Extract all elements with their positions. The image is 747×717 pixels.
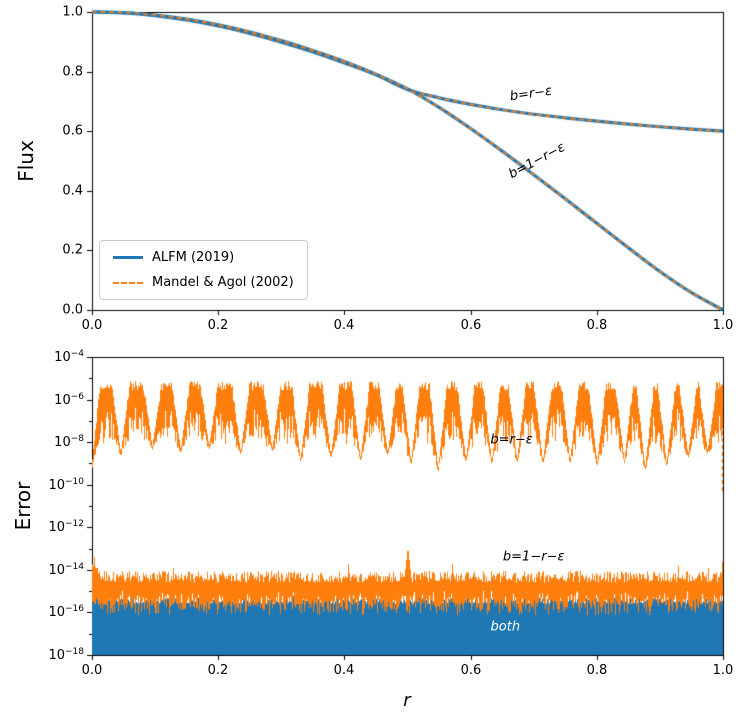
error-y-tick-label: 10−8 [54, 433, 84, 451]
annotation-error-b-1-r-eps: b=1−r−ε [502, 549, 565, 565]
error-y-tick-label: 10−16 [48, 603, 84, 621]
error-y-tick-label: 10−6 [54, 391, 84, 409]
x-axis-label: r [403, 690, 411, 711]
annotation-error-both: both [490, 619, 521, 635]
flux-y-tick-label: 0.0 [62, 302, 83, 318]
error-x-tick-label: 0.4 [333, 663, 355, 678]
error-y-tick-label: 10−14 [48, 561, 84, 579]
alfm-line-sample [113, 256, 143, 259]
annotation-error-b-r-eps: b=r−ε [490, 432, 533, 448]
flux-x-tick-label: 1.0 [712, 318, 734, 333]
legend: ALFM (2019) Mandel & Agol (2002) [99, 240, 308, 300]
flux-y-tick-label: 1.0 [62, 4, 83, 20]
error-x-tick-label: 0.8 [586, 663, 608, 678]
flux-axis-label: Flux [14, 140, 38, 182]
flux-y-tick-label: 0.2 [62, 242, 83, 258]
mandel-line-sample [113, 281, 143, 284]
error-x-tick-label: 0.0 [81, 663, 103, 678]
error-y-tick-label: 10−10 [48, 476, 84, 494]
error-axis-label: Error [11, 481, 35, 531]
error-y-tick-label: 10−4 [54, 348, 84, 366]
flux-x-tick-label: 0.8 [586, 318, 608, 333]
flux-y-tick-label: 0.6 [62, 123, 83, 139]
error-x-tick-label: 1.0 [712, 663, 734, 678]
error-x-tick-label: 0.6 [460, 663, 482, 678]
legend-item-mandel: Mandel & Agol (2002) [113, 275, 294, 290]
flux-y-tick-label: 0.8 [62, 64, 83, 80]
flux-x-tick-label: 0.2 [207, 318, 229, 333]
legend-label-alfm: ALFM (2019) [152, 250, 235, 265]
flux-x-tick-label: 0.6 [460, 318, 482, 333]
flux-x-tick-label: 0.0 [81, 318, 103, 333]
error-x-tick-label: 0.2 [207, 663, 229, 678]
legend-label-mandel: Mandel & Agol (2002) [152, 275, 294, 290]
error-y-tick-label: 10−12 [48, 518, 84, 536]
flux-x-tick-label: 0.4 [333, 318, 355, 333]
flux-y-tick-label: 0.4 [62, 183, 83, 199]
legend-item-alfm: ALFM (2019) [113, 250, 294, 265]
error-y-tick-label: 10−18 [48, 646, 84, 664]
